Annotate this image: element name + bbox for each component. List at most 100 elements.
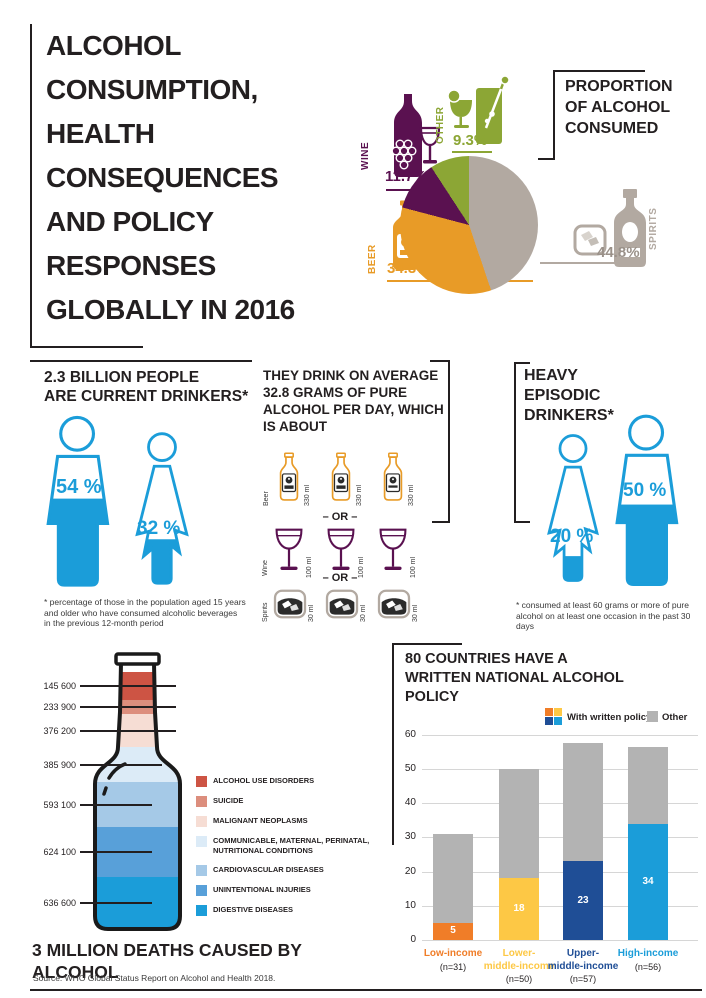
y-axis-tick-label: 20 xyxy=(404,865,416,877)
heavy-heading-line: DRINKERS* xyxy=(524,407,614,424)
gridline xyxy=(422,871,698,873)
wine-row-label: Wine xyxy=(262,560,269,576)
gridline xyxy=(422,803,698,805)
spirits-glass-small-icon xyxy=(273,589,307,619)
title-bottom-border xyxy=(30,346,143,348)
deaths-tick-line xyxy=(80,706,176,708)
pie-section: WINE 11.7% OTHER 9.3% BEER xyxy=(360,60,705,350)
female-figure xyxy=(547,434,599,582)
wine-label: WINE xyxy=(360,141,371,170)
bar-category-line: High-income xyxy=(617,948,679,959)
deaths-tick-value: 624 100 xyxy=(43,847,76,857)
title-line: CONSUMPTION, xyxy=(46,74,258,105)
bar-n-label: (n=31) xyxy=(439,961,467,972)
spirits-pct: 44.8% xyxy=(597,244,640,261)
y-axis-tick-label: 60 xyxy=(404,728,416,740)
bar-segment-other xyxy=(499,769,539,879)
bar-category-label: Lower-middle-income (n=50) xyxy=(479,948,559,985)
drinkers-heading-line: ARE CURRENT DRINKERS* xyxy=(44,388,249,405)
pie-bracket-bottom xyxy=(538,158,555,160)
beer-volume-label: 330 ml xyxy=(408,484,415,506)
male-drinkers-pct: 54 % xyxy=(56,476,102,498)
legend-swatch xyxy=(196,836,207,847)
spirits-leader-line xyxy=(540,262,630,264)
y-axis-tick-label: 0 xyxy=(410,934,416,945)
wine-glass-small-icon xyxy=(327,528,355,570)
consumption-heading: THEY DRINK ON AVERAGE 32.8 GRAMS OF PURE… xyxy=(263,367,444,435)
female-drinkers-pct: 32 % xyxy=(137,518,181,539)
pie-bracket-vertical xyxy=(553,70,555,160)
deaths-tick-value: 636 600 xyxy=(43,898,76,908)
heavy-heading-line: EPISODIC xyxy=(524,387,601,404)
policy-heading-line: 80 COUNTRIES HAVE A xyxy=(405,651,568,667)
pie-heading-line: OF ALCOHOL xyxy=(565,99,671,116)
deaths-tick-line xyxy=(80,685,176,687)
pie-heading-line: CONSUMED xyxy=(565,120,659,137)
drinkers-heading: 2.3 BILLION PEOPLE ARE CURRENT DRINKERS* xyxy=(44,368,248,406)
bar-segment-other xyxy=(628,746,668,824)
title-line: CONSEQUENCES xyxy=(46,162,279,193)
deaths-caption: 3 MILLION DEATHS CAUSED BY ALCOHOL xyxy=(32,940,302,982)
title-line: AND POLICY xyxy=(46,206,214,237)
deaths-bottle-chart xyxy=(93,652,182,931)
heavy-female-pct: 20 % xyxy=(550,526,594,547)
deaths-tick-value: 376 200 xyxy=(43,725,76,736)
bar-category-line: Upper- xyxy=(566,948,600,959)
legend-label: UNINTENTIONAL INJURIES xyxy=(213,885,311,895)
consumption-bracket-bottom xyxy=(432,521,450,523)
y-axis-tick-label: 40 xyxy=(404,797,416,809)
deaths-tick-line xyxy=(80,803,152,806)
beer-bottle-small-icon xyxy=(331,452,351,501)
drinkers-top-border xyxy=(30,360,252,362)
legend-label: DIGESTIVE DISEASES xyxy=(213,905,294,915)
wine-volume-label: 100 ml xyxy=(410,556,417,578)
bar-category-line: Low-income xyxy=(423,948,483,959)
gridline xyxy=(422,905,698,907)
bar-n-label: (n=56) xyxy=(634,961,662,972)
spirits-bottle-glass-icon xyxy=(573,189,646,267)
wine-glass-small-icon xyxy=(275,528,303,570)
title-left-border xyxy=(30,24,32,347)
title-line: GLOBALLY IN 2016 xyxy=(46,294,295,325)
policy-heading: 80 COUNTRIES HAVE A WRITTEN NATIONAL ALC… xyxy=(405,650,624,707)
deaths-legend-item: COMMUNICABLE, MATERNAL, PERINATAL, NUTRI… xyxy=(196,836,374,856)
heavy-bracket-vertical xyxy=(514,362,516,523)
male-figure xyxy=(615,414,679,586)
page-bottom-border xyxy=(30,989,702,991)
y-axis-tick-label: 10 xyxy=(404,899,416,911)
drinkers-heading-line: 2.3 BILLION PEOPLE xyxy=(44,369,200,386)
wine-bottle-glass-icon xyxy=(391,94,441,177)
bar-value-label: 18 xyxy=(513,903,525,915)
spirits-volume-label: 30 ml xyxy=(308,604,315,622)
deaths-tick-line xyxy=(80,851,152,853)
y-axis-tick-label: 30 xyxy=(404,831,416,843)
gridline xyxy=(422,734,698,736)
legend-swatch xyxy=(196,865,207,877)
beer-label: BEER xyxy=(367,244,378,274)
bar-category-line: Lower- xyxy=(502,948,536,959)
heavy-heading: HEAVY EPISODIC DRINKERS* xyxy=(524,366,614,426)
spirits-glass-small-icon xyxy=(325,589,359,619)
deaths-tick-value: 593 100 xyxy=(43,799,76,810)
legend-swatch xyxy=(196,905,207,917)
bar-segment-written-policy xyxy=(499,878,539,940)
legend-swatch xyxy=(196,816,207,827)
legend-label: COMMUNICABLE, MATERNAL, PERINATAL, NUTRI… xyxy=(213,836,370,856)
female-figure xyxy=(135,432,189,585)
other-pct: 9.3% xyxy=(453,132,488,149)
bar-category-line: middle-income xyxy=(483,960,555,972)
heavy-footnote: * consumed at least 60 grams or more of … xyxy=(516,600,691,632)
consumption-bracket-top xyxy=(430,360,450,362)
drinkers-footnote: * percentage of those in the population … xyxy=(44,597,246,629)
pie-heading: PROPORTION OF ALCOHOL CONSUMED xyxy=(565,76,673,139)
pie-heading-line: PROPORTION xyxy=(565,78,673,95)
source-note: Source: WHO Global Status Report on Alco… xyxy=(33,973,276,983)
deaths-tick-value: 145 600 xyxy=(43,681,76,691)
bar-n-label: (n=57) xyxy=(569,974,597,984)
legend-label: ALCOHOL USE DISORDERS xyxy=(213,776,315,785)
written-policy-legend-label: With written policy xyxy=(567,712,652,723)
bar-category-label: High-income (n=56) xyxy=(608,948,688,973)
title-line: ALCOHOL xyxy=(46,30,181,61)
page-title: ALCOHOL CONSUMPTION, HEALTH CONSEQUENCES… xyxy=(46,24,356,332)
consumption-heading-line: THEY DRINK ON AVERAGE xyxy=(263,368,439,383)
